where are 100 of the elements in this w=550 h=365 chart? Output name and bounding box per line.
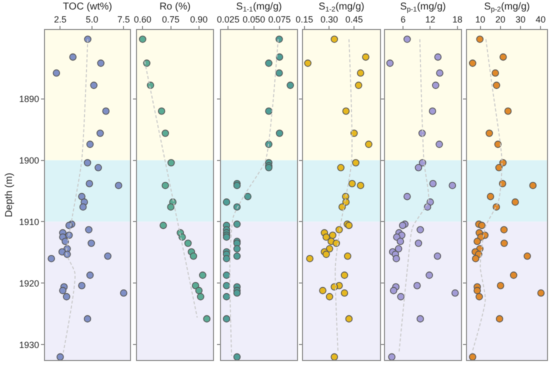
point: [222, 293, 230, 300]
point: [90, 82, 98, 89]
point: [388, 353, 396, 360]
point: [104, 252, 112, 260]
point: [404, 36, 411, 43]
x-tick-label: 18: [452, 14, 462, 24]
point: [337, 164, 344, 172]
x-tick-label: 0.45: [345, 14, 363, 24]
point: [494, 140, 502, 148]
x-tick-label: 6: [400, 14, 406, 24]
x-axis-title: Ro (%): [159, 1, 191, 12]
point: [356, 182, 364, 190]
point: [398, 222, 406, 230]
point: [85, 226, 92, 234]
point: [329, 232, 336, 239]
point: [504, 107, 512, 115]
x-axis-title: S$_{p-1}$(mg/g): [400, 1, 446, 14]
point: [158, 107, 166, 115]
point: [114, 182, 122, 190]
point: [492, 69, 499, 77]
point: [495, 164, 503, 172]
point: [500, 240, 508, 247]
point: [436, 140, 443, 148]
y-tick-label: 1910: [19, 216, 40, 227]
point: [414, 164, 422, 172]
point: [222, 272, 230, 279]
point: [529, 182, 537, 190]
point: [233, 203, 241, 211]
point: [396, 238, 404, 246]
point: [233, 245, 241, 252]
point: [96, 130, 104, 137]
point: [478, 222, 486, 230]
y-tick-label: 1890: [19, 94, 40, 104]
point: [233, 353, 241, 360]
point: [474, 238, 481, 246]
point: [62, 293, 70, 300]
point: [492, 82, 500, 89]
point: [222, 198, 230, 206]
point: [319, 286, 326, 294]
point: [52, 69, 60, 77]
point: [195, 286, 203, 294]
x-axis-title: S$_{1-1}$(mg/g): [236, 1, 282, 14]
point: [392, 254, 400, 262]
point: [322, 250, 330, 258]
x-tick-label: 5.0: [86, 14, 98, 24]
point: [404, 192, 411, 200]
point: [416, 226, 424, 234]
x-tick-label: 12: [425, 14, 436, 24]
point: [59, 286, 66, 294]
x-tick-label: 0.90: [190, 14, 208, 24]
point: [352, 159, 360, 166]
x-tick-label: 0.025: [216, 14, 240, 24]
point: [168, 159, 175, 166]
point: [306, 254, 314, 262]
point: [476, 293, 483, 300]
x-tick-label: 10: [475, 14, 486, 24]
point: [386, 60, 394, 67]
x-tick-label: 7.5: [117, 14, 130, 24]
point: [233, 252, 241, 260]
point: [342, 107, 350, 115]
point: [426, 272, 433, 279]
point: [276, 130, 284, 137]
point: [199, 272, 206, 279]
x-axis-title: S$_{1-2}$(mg/g): [318, 1, 364, 14]
point: [326, 293, 334, 300]
point: [448, 182, 456, 190]
point: [397, 293, 404, 300]
point: [88, 240, 95, 247]
point: [428, 107, 436, 115]
point: [416, 315, 424, 322]
point: [537, 289, 545, 297]
point: [222, 315, 230, 322]
point: [344, 252, 352, 260]
point: [451, 289, 459, 297]
x-tick-label: 30: [515, 14, 526, 24]
point: [498, 180, 506, 188]
point: [390, 286, 398, 294]
point: [429, 180, 437, 188]
point: [394, 245, 402, 252]
point: [304, 60, 312, 67]
y-axis-title: Depth (m): [4, 172, 16, 218]
point: [265, 107, 272, 115]
point: [167, 203, 174, 211]
point: [192, 282, 200, 290]
point: [97, 60, 104, 67]
point: [354, 82, 362, 89]
point: [78, 192, 86, 200]
y-tick-label: 1920: [19, 278, 40, 288]
y-tick-label: 1930: [19, 340, 40, 350]
point: [184, 240, 192, 247]
point: [160, 222, 167, 230]
point: [138, 36, 146, 43]
point: [413, 282, 421, 290]
point: [143, 60, 150, 67]
point: [362, 53, 370, 61]
point: [69, 53, 77, 61]
point: [322, 233, 330, 241]
point: [496, 315, 504, 322]
point: [244, 192, 252, 200]
point: [84, 315, 92, 322]
